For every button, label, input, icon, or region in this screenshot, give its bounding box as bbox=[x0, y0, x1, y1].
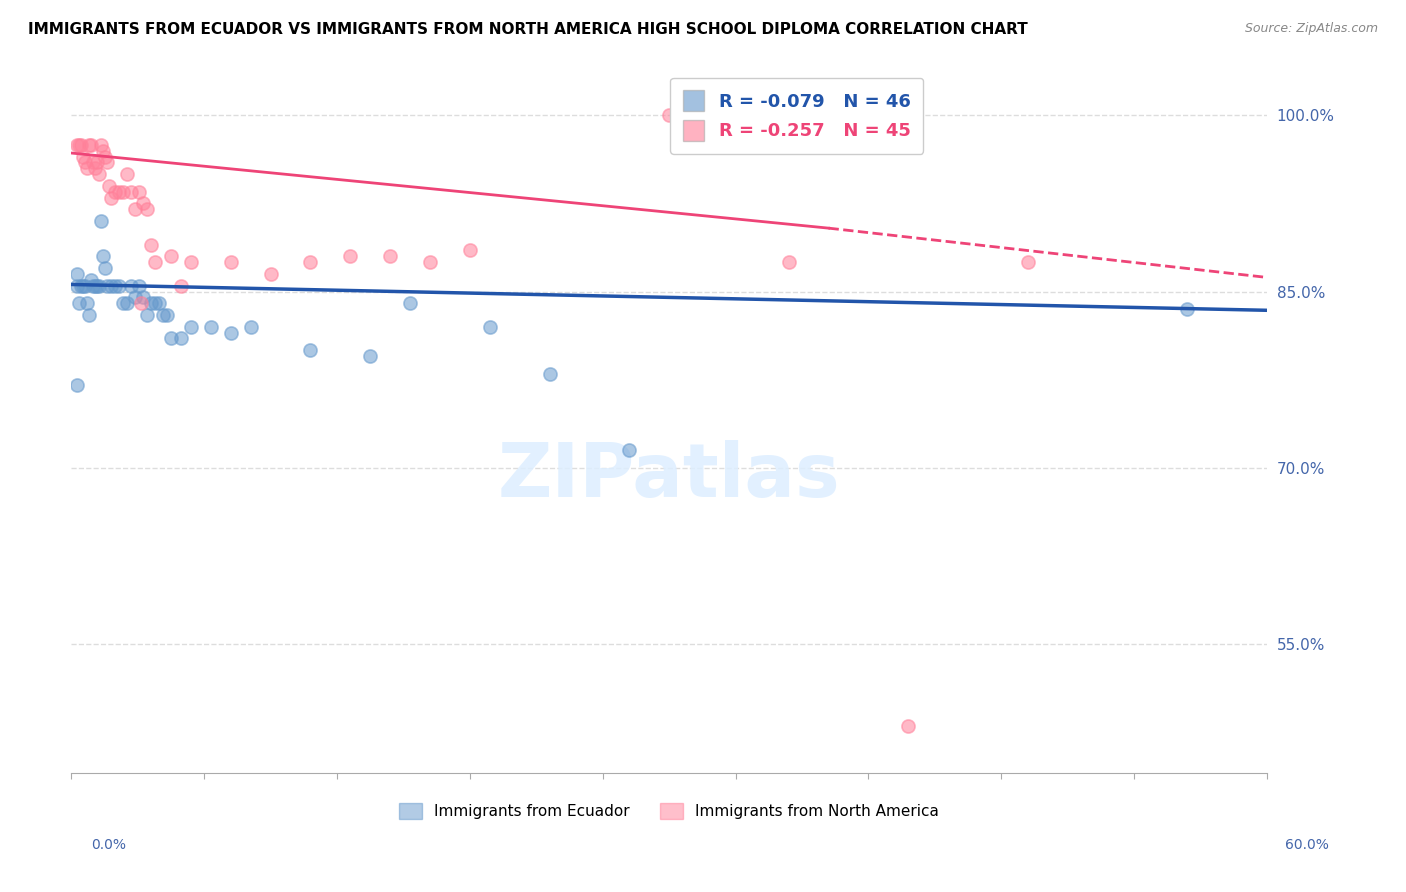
Point bbox=[90, 214, 112, 228]
Point bbox=[66, 137, 89, 152]
Point bbox=[66, 267, 89, 281]
Text: Source: ZipAtlas.com: Source: ZipAtlas.com bbox=[1244, 22, 1378, 36]
Point bbox=[124, 202, 146, 217]
Point bbox=[96, 278, 118, 293]
Point bbox=[120, 185, 142, 199]
Point bbox=[170, 331, 193, 345]
Point bbox=[75, 278, 97, 293]
Point bbox=[658, 108, 681, 122]
Point bbox=[82, 278, 104, 293]
Point bbox=[108, 278, 131, 293]
Point bbox=[239, 319, 262, 334]
Point bbox=[1017, 255, 1039, 269]
Point bbox=[115, 296, 138, 310]
Point bbox=[91, 144, 114, 158]
Point bbox=[76, 296, 98, 310]
Point bbox=[128, 278, 150, 293]
Point bbox=[299, 255, 322, 269]
Point bbox=[419, 255, 441, 269]
Point bbox=[219, 255, 242, 269]
Point bbox=[200, 319, 222, 334]
Point bbox=[100, 278, 122, 293]
Point bbox=[89, 167, 111, 181]
Point bbox=[80, 273, 103, 287]
Point bbox=[112, 185, 135, 199]
Point bbox=[115, 167, 138, 181]
Point bbox=[897, 108, 920, 122]
Point bbox=[108, 185, 131, 199]
Point bbox=[94, 150, 117, 164]
Point bbox=[132, 290, 155, 304]
Point bbox=[77, 308, 100, 322]
Point bbox=[136, 202, 159, 217]
Point bbox=[132, 196, 155, 211]
Point bbox=[128, 185, 150, 199]
Point bbox=[152, 308, 174, 322]
Point bbox=[478, 319, 501, 334]
Point bbox=[66, 378, 89, 392]
Point bbox=[259, 267, 281, 281]
Point bbox=[143, 255, 166, 269]
Point bbox=[72, 278, 94, 293]
Point bbox=[619, 442, 641, 457]
Point bbox=[139, 237, 162, 252]
Point bbox=[84, 161, 107, 176]
Text: IMMIGRANTS FROM ECUADOR VS IMMIGRANTS FROM NORTH AMERICA HIGH SCHOOL DIPLOMA COR: IMMIGRANTS FROM ECUADOR VS IMMIGRANTS FR… bbox=[28, 22, 1028, 37]
Point bbox=[96, 155, 118, 169]
Point bbox=[72, 150, 94, 164]
Point bbox=[75, 155, 97, 169]
Point bbox=[104, 278, 127, 293]
Point bbox=[359, 349, 381, 363]
Point bbox=[139, 296, 162, 310]
Point bbox=[80, 137, 103, 152]
Legend: Immigrants from Ecuador, Immigrants from North America: Immigrants from Ecuador, Immigrants from… bbox=[392, 797, 945, 825]
Point bbox=[86, 155, 108, 169]
Point bbox=[160, 249, 183, 263]
Point bbox=[897, 719, 920, 733]
Point bbox=[129, 296, 152, 310]
Point bbox=[70, 137, 93, 152]
Point bbox=[136, 308, 159, 322]
Point bbox=[84, 278, 107, 293]
Point bbox=[180, 255, 202, 269]
Point bbox=[67, 137, 90, 152]
Point bbox=[170, 278, 193, 293]
Text: 60.0%: 60.0% bbox=[1285, 838, 1329, 852]
Point bbox=[70, 278, 93, 293]
Point bbox=[219, 326, 242, 340]
Point bbox=[124, 290, 146, 304]
Point bbox=[98, 178, 121, 193]
Point bbox=[120, 278, 142, 293]
Point bbox=[1175, 302, 1198, 317]
Text: ZIPatlas: ZIPatlas bbox=[498, 441, 841, 514]
Point bbox=[180, 319, 202, 334]
Point bbox=[77, 137, 100, 152]
Point bbox=[339, 249, 361, 263]
Point bbox=[156, 308, 179, 322]
Point bbox=[82, 155, 104, 169]
Point bbox=[94, 261, 117, 276]
Point bbox=[104, 185, 127, 199]
Point bbox=[67, 296, 90, 310]
Point bbox=[143, 296, 166, 310]
Point bbox=[90, 137, 112, 152]
Point bbox=[458, 244, 481, 258]
Point bbox=[86, 278, 108, 293]
Text: 0.0%: 0.0% bbox=[91, 838, 127, 852]
Point bbox=[66, 278, 89, 293]
Point bbox=[89, 278, 111, 293]
Point bbox=[91, 249, 114, 263]
Point bbox=[112, 296, 135, 310]
Point bbox=[148, 296, 170, 310]
Point bbox=[399, 296, 422, 310]
Point bbox=[778, 255, 800, 269]
Point bbox=[538, 367, 561, 381]
Point bbox=[160, 331, 183, 345]
Point bbox=[100, 191, 122, 205]
Point bbox=[378, 249, 401, 263]
Point bbox=[299, 343, 322, 358]
Point bbox=[76, 161, 98, 176]
